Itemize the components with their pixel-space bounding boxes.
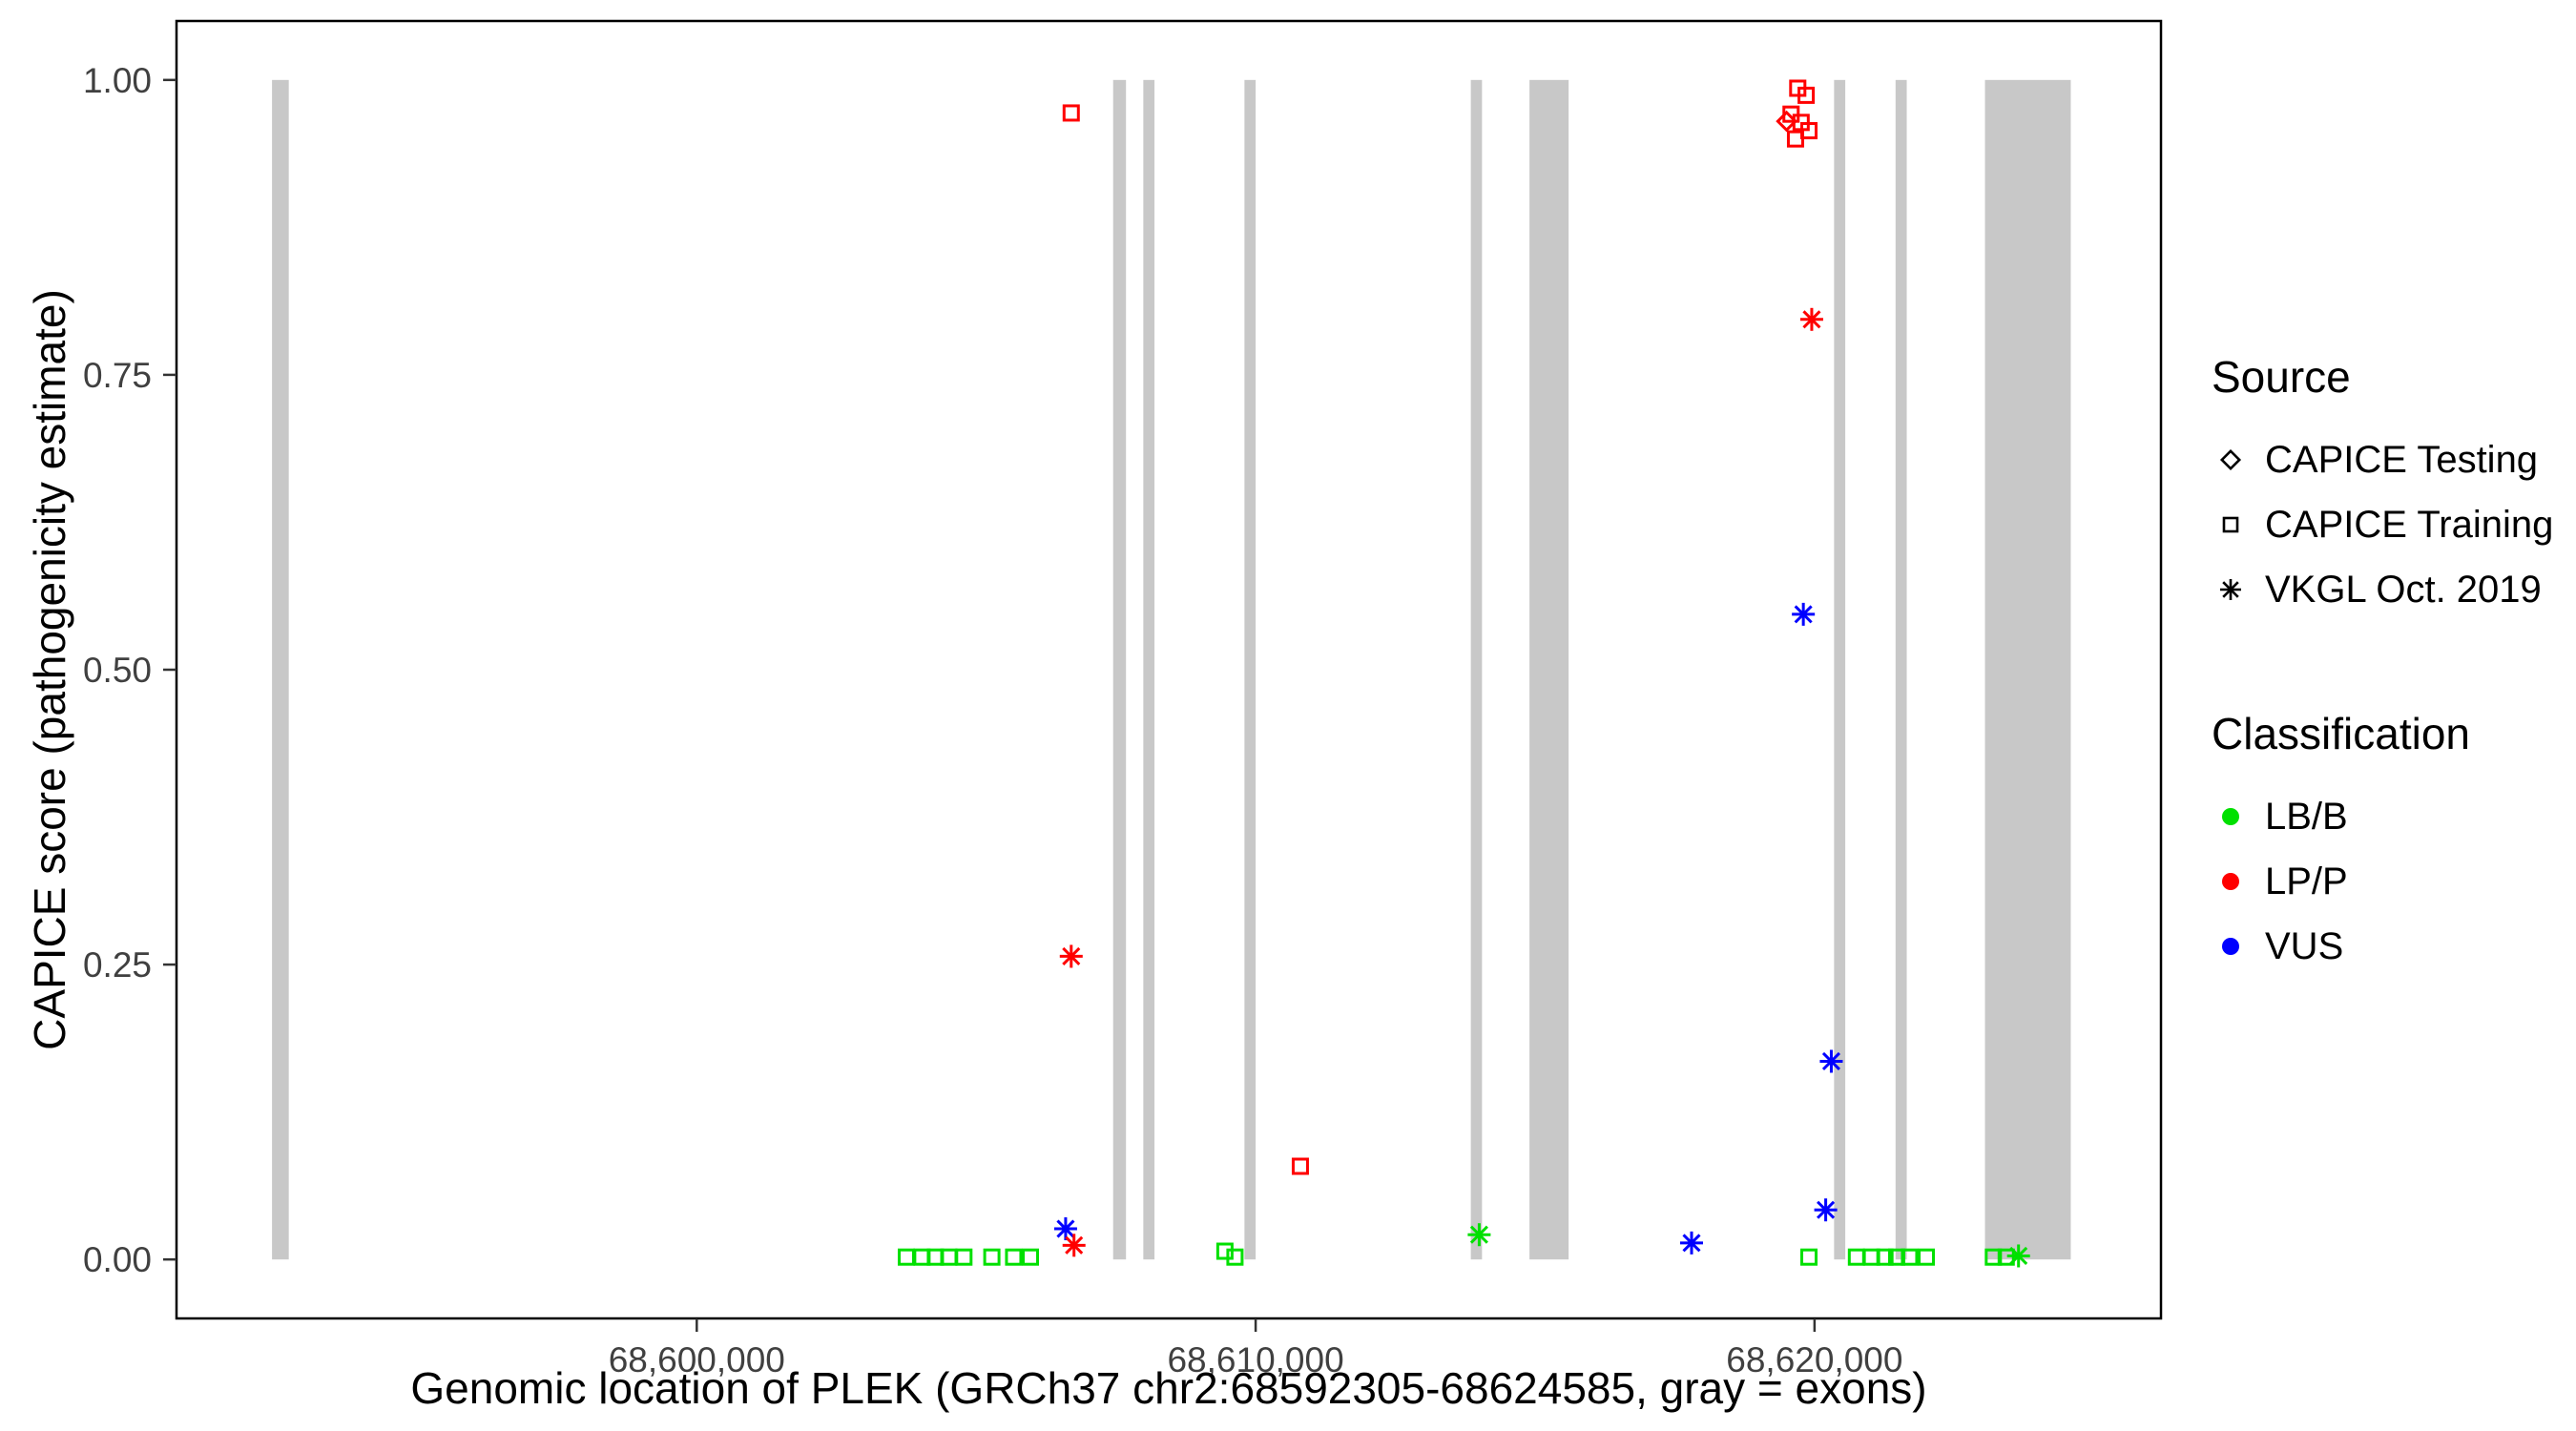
data-point-square — [1005, 1248, 1023, 1266]
data-point-square — [1022, 1248, 1040, 1266]
data-point-asterisk — [1794, 605, 1813, 624]
exon-bar — [272, 79, 289, 1260]
x-axis-title: Genomic location of PLEK (GRCh37 chr2:68… — [410, 1363, 1927, 1413]
blue-dot-icon — [2212, 927, 2250, 965]
y-tick-label: 0.50 — [83, 651, 152, 690]
data-point-asterisk — [1065, 1235, 1084, 1255]
exon-bar — [1895, 79, 1907, 1260]
diamond-icon — [2212, 441, 2250, 479]
x-tick-label: 68,620,000 — [1726, 1340, 1902, 1379]
asterisk-icon — [2212, 570, 2250, 609]
legend-source-group: Source CAPICE Testing CAPICE Training — [2212, 351, 2553, 622]
legend-item-lpp: LP/P — [2212, 849, 2553, 914]
legend-classification-title: Classification — [2212, 709, 2470, 758]
y-tick-label: 0.75 — [83, 356, 152, 395]
data-point-square — [955, 1248, 973, 1266]
legend-item-vus: VUS — [2212, 914, 2553, 979]
data-point-square — [1786, 130, 1804, 148]
data-point-square — [1062, 104, 1080, 122]
exon-bar — [1112, 79, 1127, 1260]
y-tick-label: 0.00 — [83, 1240, 152, 1279]
data-point-square — [983, 1248, 1001, 1266]
legend-item-capice-training: CAPICE Training — [2212, 492, 2553, 557]
green-dot-icon — [2212, 798, 2250, 836]
data-point-square — [1984, 1248, 2003, 1266]
data-point-asterisk — [1817, 1200, 1836, 1219]
legend-item-label: LB/B — [2265, 795, 2348, 838]
exon-bar — [1984, 79, 2071, 1260]
data-point-square — [1797, 86, 1816, 104]
data-point-square — [1847, 1248, 1865, 1266]
data-point-asterisk — [1682, 1234, 1701, 1253]
data-point-square — [1918, 1248, 1936, 1266]
data-point-square — [1226, 1248, 1244, 1266]
data-point-square — [1876, 1248, 1894, 1266]
data-point-asterisk — [1062, 946, 1081, 965]
legend-item-label: CAPICE Testing — [2265, 438, 2539, 481]
legend-item-vkgl: VKGL Oct. 2019 — [2212, 557, 2553, 622]
exon-bar — [1244, 79, 1257, 1260]
legend-item-lbb: LB/B — [2212, 784, 2553, 849]
legend-item-label: VKGL Oct. 2019 — [2265, 568, 2542, 611]
data-point-square — [1291, 1157, 1309, 1175]
data-point-asterisk — [1469, 1225, 1488, 1244]
red-dot-icon — [2212, 862, 2250, 901]
y-tick-label: 0.25 — [83, 945, 152, 985]
data-point-asterisk — [1821, 1051, 1840, 1071]
legend-item-capice-testing: CAPICE Testing — [2212, 427, 2553, 492]
data-point-asterisk — [1056, 1219, 1075, 1238]
data-point-square — [897, 1248, 915, 1266]
legend-source-title: Source — [2212, 352, 2351, 402]
y-axis-title: CAPICE score (pathogenicity estimate) — [25, 289, 74, 1050]
x-tick-label: 68,600,000 — [609, 1340, 785, 1379]
data-point-square — [1901, 1248, 1919, 1266]
data-point-square — [1800, 1248, 1818, 1266]
legend-item-label: LP/P — [2265, 860, 2348, 902]
exon-bar — [1470, 79, 1483, 1260]
exon-bar — [1529, 79, 1569, 1260]
y-tick-label: 1.00 — [83, 61, 152, 100]
exon-bar — [1834, 79, 1846, 1260]
panel-border — [175, 19, 2163, 1320]
legend-classification-group: Classification LB/B LP/P VUS — [2212, 708, 2553, 979]
data-point-square — [1997, 1248, 2015, 1266]
square-icon — [2212, 506, 2250, 544]
legend-item-label: CAPICE Training — [2265, 503, 2554, 546]
data-point-diamond — [1776, 110, 1797, 133]
data-point-asterisk — [1802, 310, 1821, 329]
legend-item-label: VUS — [2265, 924, 2344, 967]
exon-bar — [1143, 79, 1155, 1260]
data-point-square — [1887, 1248, 1905, 1266]
legend: Source CAPICE Testing CAPICE Training — [2212, 351, 2553, 979]
x-tick-label: 68,610,000 — [1167, 1340, 1343, 1379]
